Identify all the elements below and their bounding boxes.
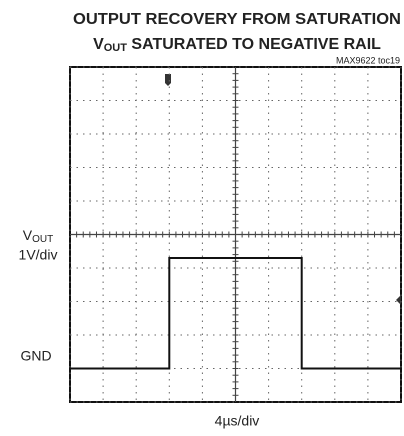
trace bbox=[70, 256, 401, 370]
chart-subtitle: VOUT SATURATED TO NEGATIVE RAIL bbox=[93, 36, 381, 54]
subtitle-part: SATURATED TO NEGATIVE RAIL bbox=[127, 36, 381, 53]
x-scale: 4µs/div bbox=[215, 413, 260, 429]
chart-title: OUTPUT RECOVERY FROM SATURATION bbox=[73, 11, 401, 28]
level-marker bbox=[396, 295, 401, 305]
y-label-part: OUT bbox=[32, 234, 53, 245]
y-label-part: V bbox=[23, 227, 33, 243]
trigger-marker bbox=[165, 74, 171, 86]
subtitle-part: OUT bbox=[104, 42, 128, 54]
subtitle-part: V bbox=[93, 36, 104, 53]
ground-label: GND bbox=[20, 348, 51, 364]
figure-note: MAX9622 toc19 bbox=[336, 55, 400, 65]
y-scale: 1V/div bbox=[19, 247, 58, 263]
y-label: VOUT bbox=[23, 227, 53, 245]
